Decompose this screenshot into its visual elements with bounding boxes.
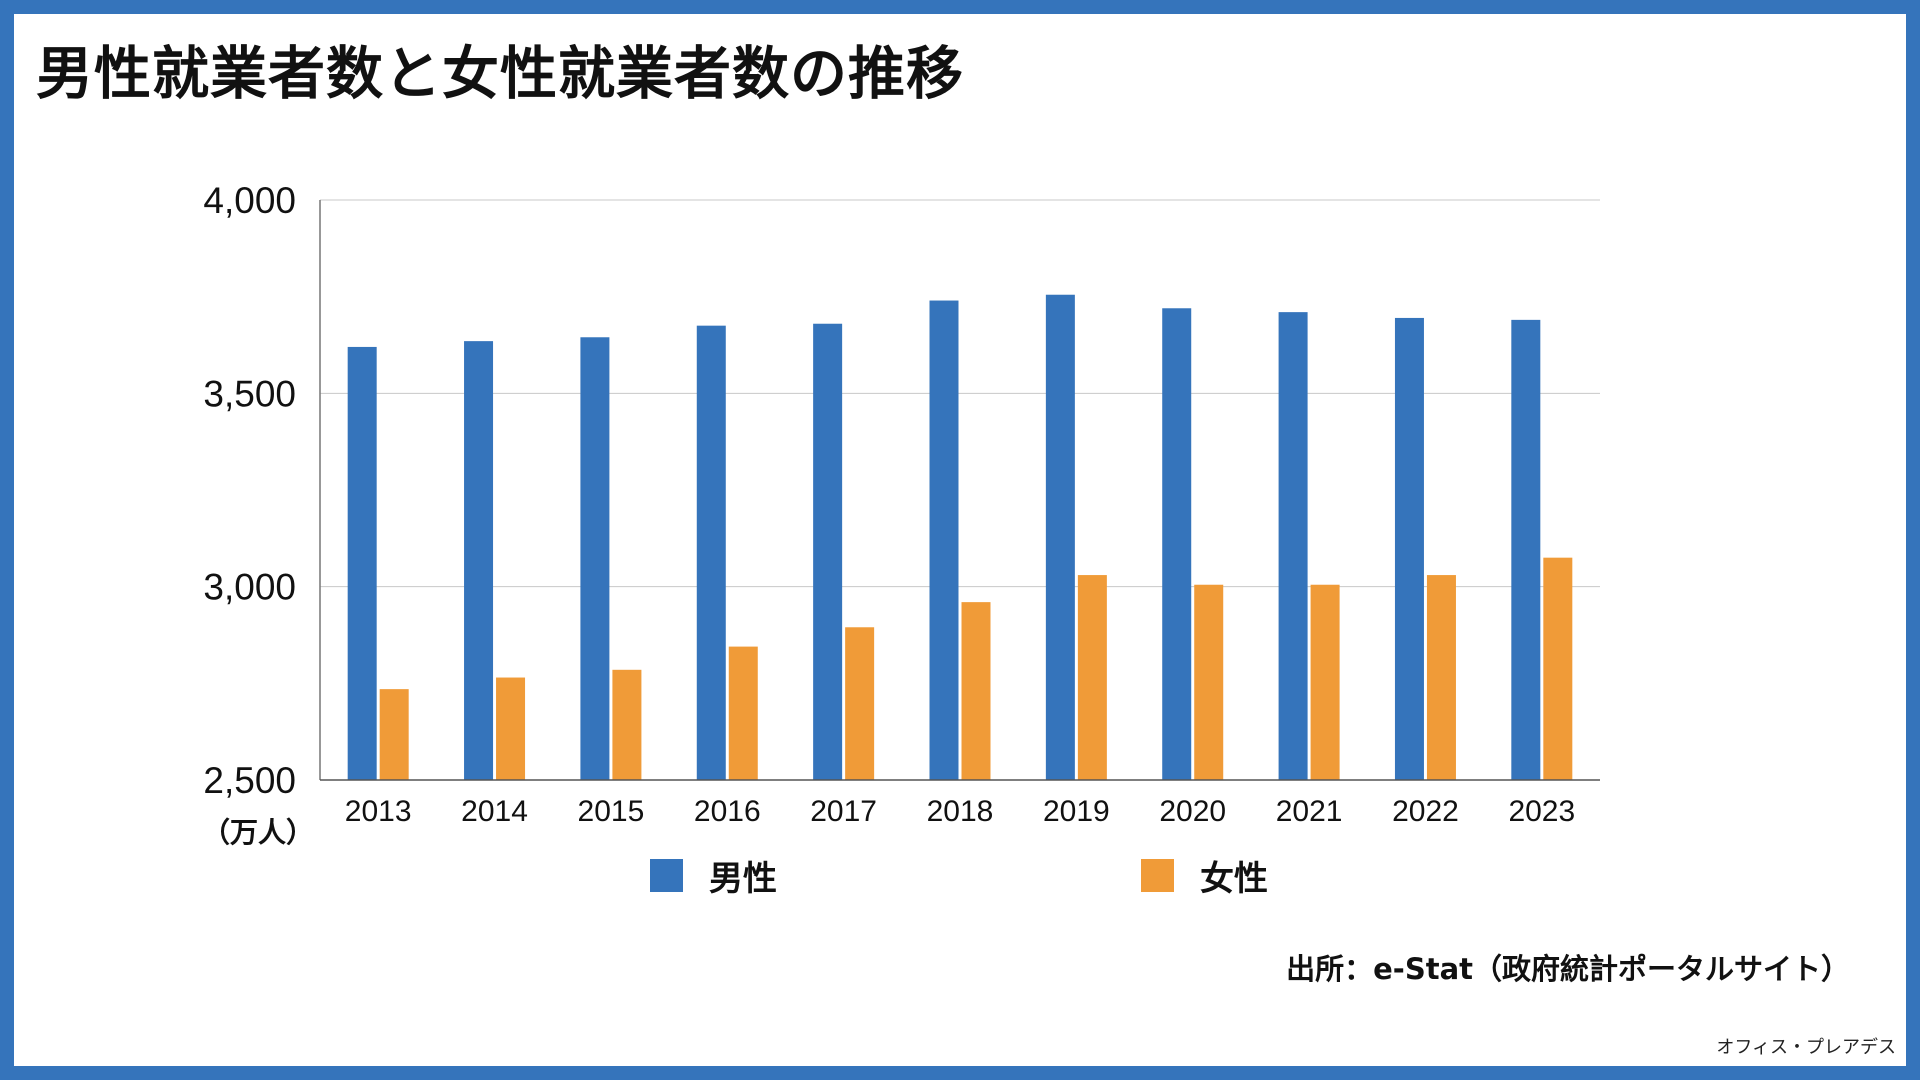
bar-female xyxy=(845,627,875,780)
x-tick-label: 2022 xyxy=(1392,795,1459,828)
bar-male xyxy=(696,325,726,780)
legend-label-female: 女性 xyxy=(1200,858,1268,899)
bar-female xyxy=(1194,584,1224,780)
x-tick-label: 2020 xyxy=(1159,795,1226,828)
y-tick-label: 3,000 xyxy=(203,567,296,608)
bar-male xyxy=(1278,312,1308,780)
legend-item-male: 男性 xyxy=(650,857,777,899)
y-tick-label: 3,500 xyxy=(203,373,296,414)
source-note: 出所：e-Stat（政府統計ポータルサイト） xyxy=(1286,952,1850,986)
y-unit-label: （万人） xyxy=(202,816,314,849)
x-tick-label: 2023 xyxy=(1508,795,1575,828)
bar-female xyxy=(1543,557,1573,780)
bar-female xyxy=(1077,575,1107,780)
y-tick-label: 4,000 xyxy=(203,180,296,221)
x-tick-label: 2016 xyxy=(694,795,761,828)
bar-male xyxy=(347,346,377,780)
bar-male xyxy=(813,323,843,780)
bar-female xyxy=(379,689,409,780)
bar-female xyxy=(1310,584,1340,780)
x-tick-label: 2019 xyxy=(1043,795,1110,828)
credit-text: オフィス・プレアデス xyxy=(1716,1037,1896,1058)
legend-swatch-female xyxy=(1141,858,1174,892)
bar-female xyxy=(728,646,758,780)
bar-male xyxy=(929,300,959,780)
bar-male xyxy=(1162,308,1192,780)
bar-male xyxy=(464,341,494,780)
x-tick-label: 2018 xyxy=(927,795,994,828)
legend-item-female: 女性 xyxy=(1141,857,1268,899)
x-tick-label: 2017 xyxy=(810,795,877,828)
bar-female xyxy=(1426,575,1456,780)
y-tick-label: 2,500 xyxy=(203,760,296,801)
bar-female xyxy=(961,602,991,780)
legend-label-male: 男性 xyxy=(709,858,777,899)
chart-title: 男性就業者数と女性就業者数の推移 xyxy=(36,41,964,107)
bar-male xyxy=(580,337,610,780)
bar-female xyxy=(612,669,642,780)
bar-male xyxy=(1045,294,1075,780)
bar-female xyxy=(496,677,526,780)
x-tick-label: 2015 xyxy=(578,795,645,828)
x-tick-label: 2014 xyxy=(461,795,528,828)
legend-swatch-male xyxy=(650,858,683,892)
x-tick-label: 2021 xyxy=(1276,795,1343,828)
bar-male xyxy=(1511,319,1541,780)
bar-male xyxy=(1394,317,1424,780)
x-tick-label: 2013 xyxy=(345,795,412,828)
